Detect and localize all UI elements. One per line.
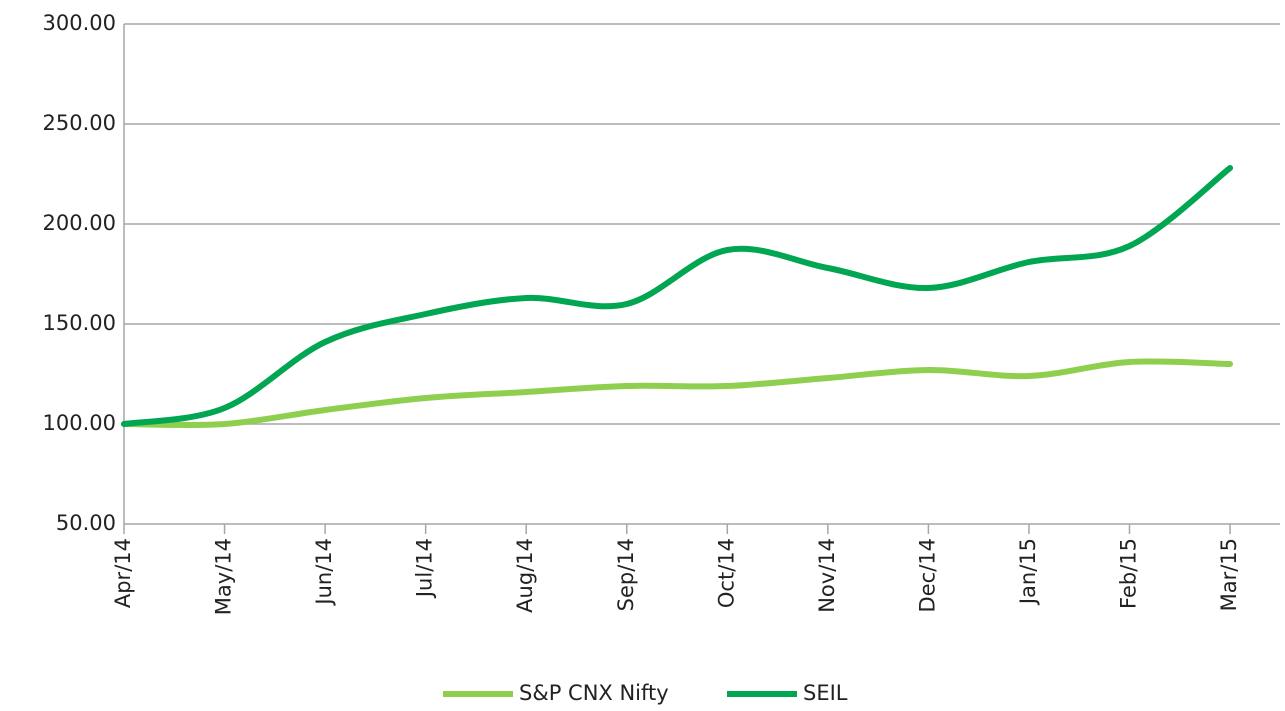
y-tick-label: 300.00: [43, 11, 116, 35]
x-tick-label: Feb/15: [1117, 538, 1141, 609]
x-tick-label: May/14: [212, 538, 236, 615]
x-tick-label: Oct/14: [714, 538, 738, 608]
y-tick-label: 150.00: [43, 311, 116, 335]
legend-label: SEIL: [803, 681, 848, 705]
y-tick-label: 50.00: [56, 511, 116, 535]
series-line: [121, 358, 1234, 429]
x-tick-label: Nov/14: [815, 538, 839, 613]
y-tick-label: 100.00: [43, 411, 116, 435]
x-tick-label: Jun/14: [312, 538, 336, 607]
y-tick-label: 200.00: [43, 211, 116, 235]
series-line: [121, 165, 1234, 427]
x-tick-label: Mar/15: [1217, 538, 1241, 611]
legend-label: S&P CNX Nifty: [519, 681, 669, 705]
x-tick-label: Jul/14: [413, 538, 437, 599]
x-tick-label: Jan/15: [1016, 538, 1040, 606]
y-tick-label: 250.00: [43, 111, 116, 135]
x-tick-label: Dec/14: [915, 538, 939, 612]
x-tick-label: Aug/14: [513, 538, 537, 613]
x-tick-label: Sep/14: [614, 538, 638, 611]
x-tick-label: Apr/14: [111, 538, 135, 608]
